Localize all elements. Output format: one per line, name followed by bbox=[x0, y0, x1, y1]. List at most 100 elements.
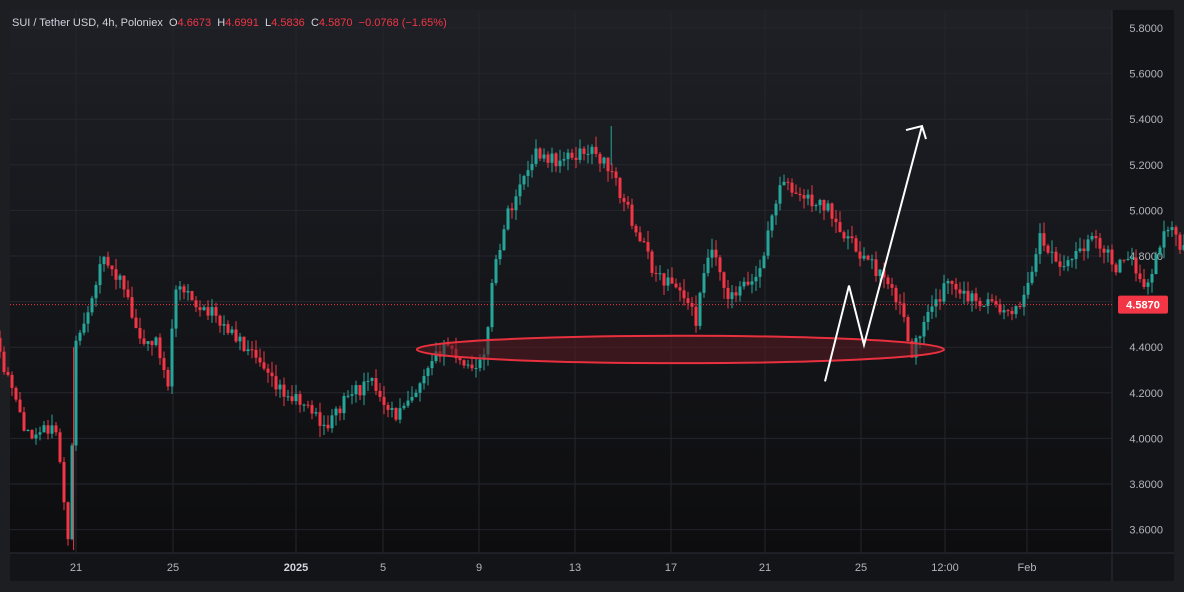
candle-body bbox=[834, 218, 838, 223]
candle-body bbox=[718, 257, 722, 273]
candle-body bbox=[1166, 229, 1170, 232]
candle-body bbox=[206, 307, 210, 316]
candle-body bbox=[898, 302, 902, 304]
candle-body bbox=[0, 337, 2, 352]
candle-body bbox=[154, 337, 158, 346]
candle-body bbox=[198, 307, 202, 311]
candle-body bbox=[894, 287, 898, 303]
candle-body bbox=[78, 332, 82, 341]
candle-body bbox=[1162, 231, 1166, 248]
candle-body bbox=[686, 298, 690, 304]
candle-body bbox=[882, 269, 886, 278]
candle-body bbox=[1082, 248, 1086, 252]
high-label: H bbox=[217, 17, 226, 29]
candle-body bbox=[522, 175, 526, 185]
candle-body bbox=[538, 148, 542, 159]
candle-body bbox=[306, 404, 310, 406]
candle-body bbox=[574, 157, 578, 160]
candle-body bbox=[714, 249, 718, 258]
open-label: O bbox=[168, 17, 178, 29]
candle-body bbox=[514, 196, 518, 211]
candle-body bbox=[242, 336, 246, 352]
candle-body bbox=[618, 177, 622, 199]
open-value: 4.6673 bbox=[177, 17, 212, 29]
candle-body bbox=[990, 299, 994, 302]
candle-body bbox=[66, 502, 70, 540]
candle-body bbox=[54, 425, 58, 433]
candle-body bbox=[786, 181, 790, 183]
candle-body bbox=[478, 359, 482, 368]
candle-body bbox=[258, 357, 262, 363]
candle-body bbox=[1038, 233, 1042, 255]
candle-body bbox=[1158, 247, 1162, 255]
candle-body bbox=[558, 160, 562, 167]
candle-body bbox=[1062, 266, 1066, 268]
candle-body bbox=[50, 425, 54, 434]
candle-body bbox=[1114, 264, 1118, 273]
candle-body bbox=[878, 269, 882, 276]
low-value: 4.5836 bbox=[271, 17, 305, 29]
candle-body bbox=[474, 367, 478, 369]
time-tick-label: 5 bbox=[380, 562, 386, 574]
gridlines bbox=[10, 10, 1112, 553]
candle-body bbox=[458, 358, 462, 361]
candle-body bbox=[190, 291, 194, 301]
candle-body bbox=[630, 204, 634, 226]
candle-body bbox=[666, 277, 670, 286]
candle-body bbox=[1006, 310, 1010, 312]
candle-body bbox=[10, 374, 14, 388]
candle-body bbox=[950, 281, 954, 284]
candle-body bbox=[238, 336, 242, 342]
price-tick-label: 5.8000 bbox=[1129, 23, 1163, 35]
candle-body bbox=[174, 289, 178, 329]
candle-body bbox=[674, 283, 678, 288]
candle-body bbox=[602, 157, 606, 164]
candle-body bbox=[234, 329, 238, 342]
time-axis-panel bbox=[10, 553, 1174, 581]
candle-body bbox=[814, 205, 818, 207]
price-tick-label: 5.0000 bbox=[1129, 205, 1163, 217]
candle-body bbox=[186, 291, 190, 293]
candle-body bbox=[906, 317, 910, 342]
candle-body bbox=[1150, 273, 1154, 283]
candle-body bbox=[642, 241, 646, 243]
time-tick-label: 21 bbox=[70, 562, 82, 574]
candle-body bbox=[294, 394, 298, 402]
candle-body bbox=[1154, 254, 1158, 274]
candle-body bbox=[254, 349, 258, 358]
candle-body bbox=[402, 405, 406, 409]
candle-body bbox=[278, 384, 282, 390]
candle-body bbox=[226, 324, 230, 333]
candle-body bbox=[974, 293, 978, 301]
candle-body bbox=[86, 312, 90, 324]
candle-body bbox=[806, 194, 810, 199]
time-tick-label: 2025 bbox=[284, 562, 308, 574]
candle-body bbox=[922, 321, 926, 337]
candle-body bbox=[590, 146, 594, 154]
candle-body bbox=[606, 157, 610, 172]
candle-body bbox=[82, 323, 86, 333]
candle-body bbox=[610, 171, 614, 173]
candle-body bbox=[1094, 236, 1098, 239]
candle-body bbox=[390, 407, 394, 410]
candle-body bbox=[738, 286, 742, 296]
candle-body bbox=[1010, 310, 1014, 315]
candle-body bbox=[1026, 282, 1030, 295]
candle-body bbox=[662, 273, 666, 286]
candle-body bbox=[126, 289, 130, 298]
candle-body bbox=[466, 364, 470, 366]
candle-body bbox=[826, 203, 830, 211]
candle-body bbox=[998, 304, 1002, 313]
candle-body bbox=[286, 396, 290, 398]
candle-body bbox=[122, 275, 126, 290]
candle-body bbox=[1122, 259, 1126, 261]
candle-body bbox=[578, 148, 582, 160]
candle-body bbox=[734, 292, 738, 296]
candle-body bbox=[798, 193, 802, 196]
candle-body bbox=[858, 251, 862, 259]
candles bbox=[0, 126, 1184, 551]
candle-body bbox=[102, 256, 106, 265]
price-tick-label: 3.8000 bbox=[1129, 479, 1163, 491]
